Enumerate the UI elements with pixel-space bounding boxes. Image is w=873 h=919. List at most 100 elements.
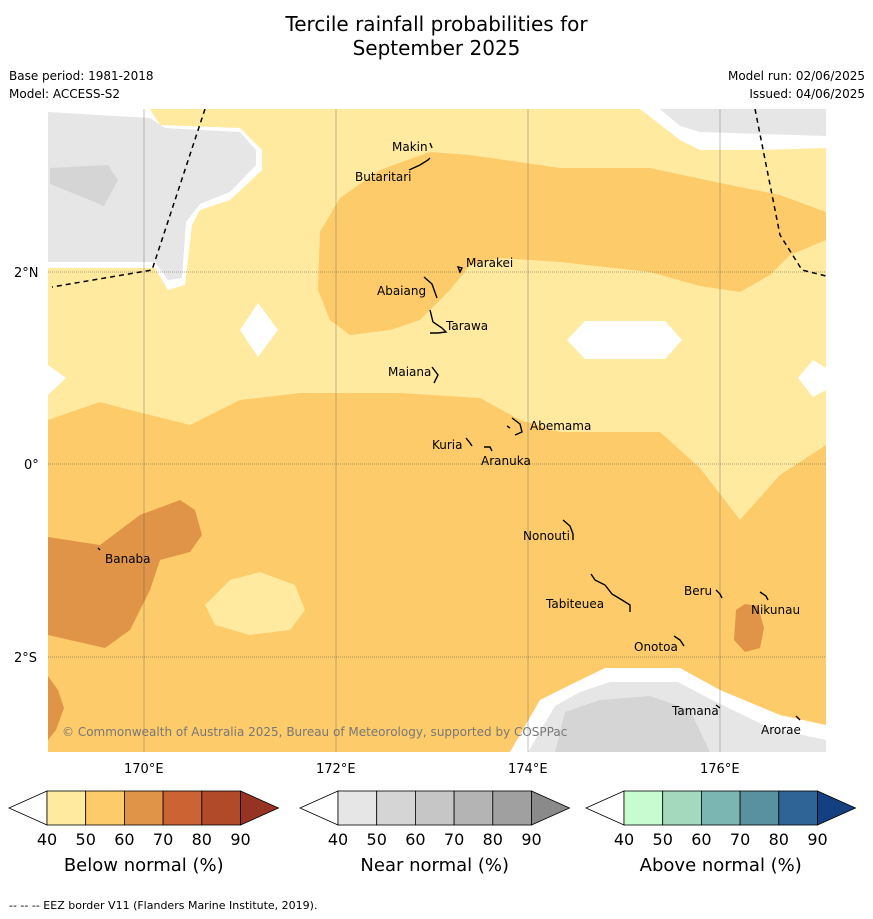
near-normal-colorbar-segment [453,790,494,826]
above-normal-colorbar-tick: 40 [614,830,634,849]
copyright-text: © Commonwealth of Australia 2025, Bureau… [62,725,567,739]
below-normal-colorbar-tick: 50 [76,830,96,849]
below-normal-colorbar-label: Below normal (%) [64,855,224,876]
island-onotoa [673,635,685,647]
near-normal-colorbar-tick: 50 [367,830,387,849]
below-normal-colorbar-over-triangle [240,790,280,826]
axis-ticks: 2°N 0° 2°S 170°E 172°E 174°E 176°E [14,266,740,777]
label-marakei: Marakei [466,256,513,270]
eez-footnote: -- -- -- EEZ border V11 (Flanders Marine… [9,899,318,912]
lat-tick-2N: 2°N [14,266,39,281]
label-maiana: Maiana [388,365,431,379]
label-tarawa: Tarawa [445,319,488,333]
issued-date: Issued: 04/06/2025 [749,87,865,101]
below-60-70-nikunau-region [734,604,764,652]
island-abemama [506,417,523,436]
below-normal-colorbar-under-triangle [8,790,48,826]
label-banaba: Banaba [105,552,151,566]
map-title: Tercile rainfall probabilities for Septe… [0,12,873,60]
model-run: Model run: 02/06/2025 [727,69,865,83]
island-abaiang [423,276,438,299]
island-tarawa [429,309,448,334]
near-normal-colorbar-segment [414,790,455,826]
label-aranuka: Aranuka [481,454,531,468]
below-normal-colorbar-segment [85,790,125,826]
near-normal-colorbar-segment [337,790,378,826]
near-normal-50-60-region [555,696,710,752]
island-maiana [431,366,439,384]
label-beru: Beru [684,584,712,598]
near-normal-colorbar: 40 50 60 70 80 90 Near normal (%) [299,790,571,876]
islands [97,142,801,721]
near-normal-colorbar-under-triangle [299,790,339,826]
lat-tick-2S: 2°S [14,651,37,666]
eez-borders [51,109,826,288]
below-normal-colorbar-segment [46,790,87,826]
colorbars: 40 50 60 70 80 90 Below normal (%) 40 50 60 70 80 90… [8,790,857,876]
below-normal-colorbar-segment [201,790,241,826]
near-normal-colorbar-tick: 80 [483,830,503,849]
above-normal-colorbar-segment [701,790,741,826]
above-normal-colorbar-tick: 60 [691,830,711,849]
model-name: Model: ACCESS-S2 [9,87,121,101]
near-normal-colorbar-tick: 90 [521,830,541,849]
below-normal-colorbar-tick: 70 [153,830,173,849]
label-abaiang: Abaiang [377,284,426,298]
below-normal-colorbar-tick: 80 [192,830,212,849]
near-normal-40-50-region [48,112,256,280]
island-nikunau [759,591,769,601]
island-aranuka [484,446,493,452]
below-60-70-sw-region [48,676,64,740]
meta-left: Base period: 1981-2018 Model: ACCESS-S2 [9,67,154,103]
above-normal-colorbar-segment [662,790,702,826]
island-banaba [97,547,101,551]
label-tabiteuea: Tabiteuea [545,597,604,611]
above-normal-colorbar-segment [739,790,780,826]
island-marakei [456,265,464,274]
island-tamana [715,704,721,709]
place-labels: Makin Butaritari Marakei Abaiang Tarawa … [105,140,801,737]
near-normal-50-60-region [50,165,118,206]
lon-tick-172E: 172°E [316,762,356,777]
graticule [48,109,826,752]
white-no-signal-blob [567,321,682,359]
eez-border-west [51,109,206,288]
below-normal-colorbar-segment [124,790,164,826]
near-normal-colorbar-tick: 60 [405,830,425,849]
above-normal-colorbar-label: Above normal (%) [640,855,802,876]
island-beru [715,589,723,599]
label-butaritari: Butaritari [355,170,412,184]
above-normal-colorbar-segment [778,790,818,826]
near-normal-colorbar-segment [376,790,416,826]
near-normal-colorbar-segment [492,790,532,826]
island-tabiteuea [590,573,631,612]
island-arorae [795,715,801,721]
island-butaritari [408,157,431,171]
lon-tick-176E: 176°E [700,762,740,777]
below-normal-colorbar-tick: 90 [230,830,250,849]
near-normal-colorbar-tick: 40 [328,830,348,849]
above-normal-colorbar-under-triangle [585,790,625,826]
above-normal-colorbar-tick: 70 [730,830,750,849]
above-normal-colorbar-segment [623,790,664,826]
white-no-signal-blob [48,365,66,395]
label-onotoa: Onotoa [634,640,678,654]
map-title-line2: September 2025 [352,36,521,60]
label-arorae: Arorae [761,723,801,737]
near-normal-colorbar-tick: 70 [444,830,464,849]
island-kuria [465,437,473,447]
above-normal-colorbar-over-triangle [817,790,857,826]
label-abemama: Abemama [530,419,591,433]
below-50-60-northern-band [318,152,826,335]
below-normal-colorbar-segment [162,790,203,826]
island-nonouti [562,519,574,540]
lon-tick-174E: 174°E [508,762,548,777]
above-normal-colorbar: 40 50 60 70 80 90 Above normal (%) [585,790,857,876]
white-no-signal-blob [240,303,278,357]
lat-tick-0: 0° [24,458,39,473]
meta-right: Model run: 02/06/2025 Issued: 04/06/2025 [728,67,865,103]
label-kuria: Kuria [432,438,463,452]
label-nikunau: Nikunau [751,603,800,617]
above-normal-colorbar-tick: 90 [807,830,827,849]
